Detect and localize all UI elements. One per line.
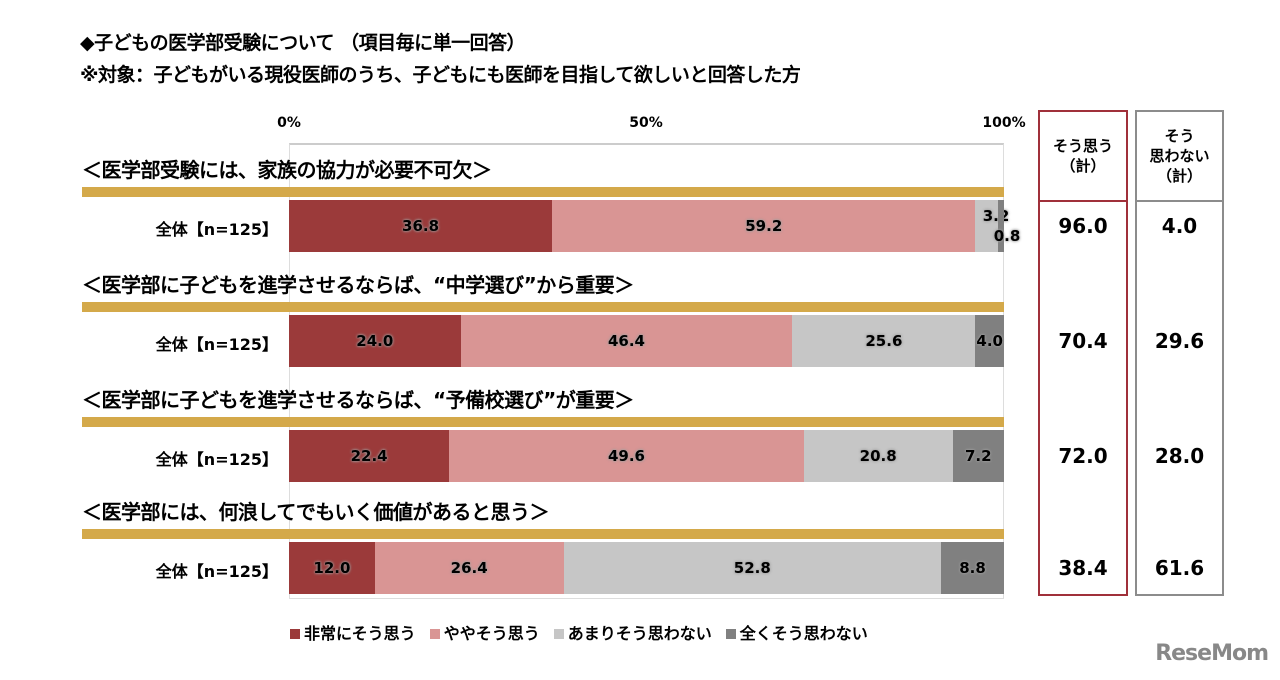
data-label: 49.6 <box>607 447 645 465</box>
data-label: 46.4 <box>607 332 645 350</box>
legend-label: 全くそう思わない <box>739 624 868 643</box>
stacked-bar: 24.0 46.4 25.6 4.0 <box>289 315 1004 367</box>
bar-segment-4 <box>975 315 1004 367</box>
category-title: ＜医学部に子どもを進学させるならば、“中学選び”から重要＞ <box>82 273 634 297</box>
legend-label: あまりそう思わない <box>567 624 712 643</box>
agree-total-value: 72.0 <box>1058 444 1108 468</box>
bar-segment-1 <box>289 315 461 367</box>
agree-total-column: そう思う （計） 96.0 70.4 72.0 38.4 <box>1038 110 1128 596</box>
category-title: ＜医学部には、何浪してでもいく価値があると思う＞ <box>82 500 550 524</box>
data-label: 25.6 <box>865 332 903 350</box>
chart-title: ◆子どもの医学部受験について （項目毎に単一回答） <box>80 32 526 54</box>
data-label: 22.4 <box>350 447 388 465</box>
bar-segment-4 <box>952 430 1004 482</box>
bar-segment-2 <box>449 430 804 482</box>
legend: 非常にそう思う ややそう思う あまりそう思わない 全くそう思わない <box>290 620 868 644</box>
legend-label: ややそう思う <box>443 624 540 643</box>
bar-segment-2 <box>552 200 976 252</box>
disagree-total-header: そう 思わない （計） <box>1137 112 1222 202</box>
bar-segment-3 <box>792 315 976 367</box>
resemom-logo: ReseMom <box>1155 641 1269 666</box>
category-divider <box>82 417 1004 427</box>
data-label: 24.0 <box>356 332 394 350</box>
disagree-total-value: 28.0 <box>1154 444 1205 468</box>
disagree-total-value: 29.6 <box>1154 329 1205 353</box>
data-label: 8.8 <box>959 559 986 577</box>
legend-swatch <box>725 629 736 639</box>
category-divider <box>82 302 1004 312</box>
stacked-bar: 12.0 26.4 52.8 8.8 <box>289 542 1004 594</box>
bar-segment-4 <box>998 200 1004 252</box>
disagree-total-value: 4.0 <box>1161 214 1198 238</box>
data-label: 4.0 <box>976 332 1003 350</box>
agree-total-header: そう思う （計） <box>1040 112 1126 202</box>
plot-area <box>289 143 1004 599</box>
legend-swatch <box>290 629 300 639</box>
category-divider <box>82 187 1004 197</box>
disagree-total-value: 61.6 <box>1154 556 1205 580</box>
data-label: 3.2 <box>982 207 1010 225</box>
legend-item: 全くそう思わない <box>725 620 868 644</box>
stacked-bar: 22.4 49.6 20.8 7.2 <box>289 430 1004 482</box>
bar-segment-1 <box>289 430 450 482</box>
data-label: 20.8 <box>859 447 897 465</box>
bar-segment-3 <box>803 430 953 482</box>
row-label: 全体【n=125】 <box>155 335 278 354</box>
agree-total-value: 96.0 <box>1058 214 1108 238</box>
legend-swatch <box>429 629 440 639</box>
agree-total-value: 38.4 <box>1058 556 1108 580</box>
tick-label: 0% <box>277 115 301 131</box>
data-label: 0.8 <box>993 227 1021 245</box>
bar-segment-1 <box>289 542 375 594</box>
tick-label: 50% <box>629 115 663 131</box>
chart-subtitle: ※対象：子どもがいる現役医師のうち、子どもにも医師を目指して欲しいと回答した方 <box>80 64 801 86</box>
data-label: 52.8 <box>733 559 771 577</box>
category-title: ＜医学部に子どもを進学させるならば、“予備校選び”が重要＞ <box>82 388 634 412</box>
row-label: 全体【n=125】 <box>155 450 278 469</box>
data-label: 12.0 <box>313 559 351 577</box>
legend-swatch <box>553 629 564 639</box>
disagree-total-column: そう 思わない （計） 4.0 29.6 28.0 61.6 <box>1135 110 1224 596</box>
category-title: ＜医学部受験には、家族の協力が必要不可欠＞ <box>82 158 492 182</box>
data-label: 26.4 <box>450 559 488 577</box>
legend-item: あまりそう思わない <box>553 620 712 644</box>
bar-segment-3 <box>563 542 942 594</box>
bar-segment-4 <box>941 542 1004 594</box>
stacked-bar: 36.8 59.2 3.2 0.8 <box>289 200 1020 252</box>
bar-segment-2 <box>460 315 793 367</box>
bar-segment-1 <box>289 200 553 252</box>
row-label: 全体【n=125】 <box>155 562 278 581</box>
legend-label: 非常にそう思う <box>304 624 416 643</box>
data-label: 7.2 <box>964 447 992 465</box>
legend-item: ややそう思う <box>429 620 540 644</box>
tick-label: 100% <box>982 115 1026 131</box>
data-label: 36.8 <box>402 217 440 235</box>
legend-item: 非常にそう思う <box>290 620 416 644</box>
row-label: 全体【n=125】 <box>155 220 278 239</box>
data-label: 59.2 <box>745 217 783 235</box>
category-divider <box>82 529 1004 539</box>
agree-total-value: 70.4 <box>1058 329 1108 353</box>
bar-segment-2 <box>374 542 564 594</box>
bar-segment-3 <box>975 200 999 252</box>
